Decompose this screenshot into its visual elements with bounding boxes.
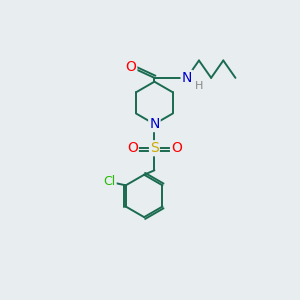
Text: H: H [194,81,203,91]
Text: O: O [171,141,182,155]
Text: N: N [182,71,192,85]
Text: Cl: Cl [103,175,116,188]
Text: N: N [149,117,160,131]
Text: O: O [127,141,138,155]
Text: S: S [150,141,159,155]
Text: O: O [125,60,136,74]
